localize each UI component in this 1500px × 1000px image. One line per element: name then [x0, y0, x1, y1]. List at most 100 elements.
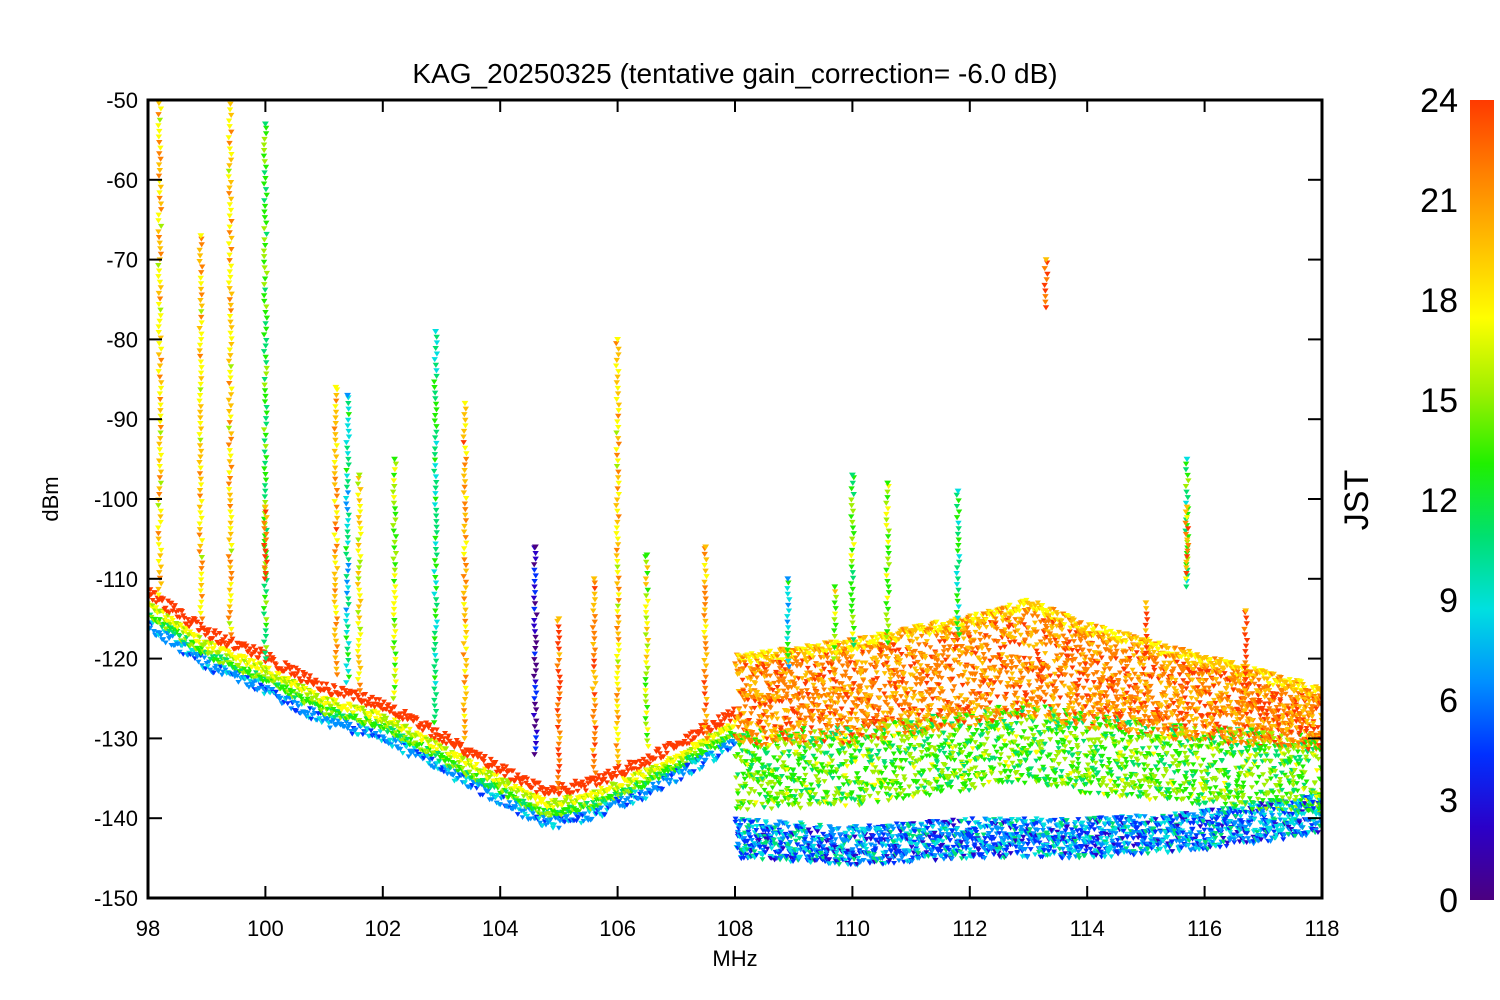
noise-floor-point	[512, 783, 519, 789]
noise-floor-point	[272, 662, 279, 668]
wideband-point	[868, 685, 875, 691]
noise-floor-point	[323, 681, 330, 687]
wideband-point	[852, 711, 859, 717]
noise-floor-point	[402, 708, 409, 714]
wideband-point	[873, 743, 880, 749]
wideband-point	[921, 785, 928, 791]
noise-floor-point	[376, 697, 383, 703]
noise-floor-point	[295, 682, 302, 688]
wideband-point	[741, 776, 748, 782]
noise-floor-point	[241, 666, 248, 672]
noise-floor-point	[352, 689, 359, 695]
wideband-point	[862, 660, 869, 666]
noise-floor-point	[172, 631, 179, 637]
noise-floor-point	[186, 624, 193, 630]
chart-title: KAG_20250325 (tentative gain_correction=…	[412, 58, 1057, 89]
wideband-point	[804, 665, 811, 671]
wideband-point	[962, 651, 969, 657]
wideband-point	[913, 636, 920, 642]
noise-floor-point	[202, 666, 209, 672]
wideband-point	[844, 664, 851, 670]
wideband-point	[915, 642, 922, 648]
noise-floor-point	[297, 694, 304, 700]
noise-floor-point	[213, 653, 220, 659]
noise-floor-point	[304, 680, 311, 686]
noise-floor-point	[503, 764, 510, 770]
wideband-point	[969, 746, 976, 752]
noise-floor-point	[242, 655, 249, 661]
noise-floor-point	[307, 673, 314, 679]
noise-floor-point	[423, 751, 430, 757]
wideband-point	[793, 788, 800, 794]
noise-floor-point	[461, 751, 468, 756]
wideband-point	[842, 803, 849, 809]
noise-floor-point	[537, 820, 544, 826]
noise-floor-point	[507, 777, 514, 783]
wideband-point	[812, 756, 819, 762]
noise-floor-point	[187, 629, 194, 635]
wideband-point	[758, 783, 765, 789]
noise-floor-point	[233, 670, 240, 676]
noise-floor-point	[206, 627, 213, 633]
noise-floor-point	[378, 702, 385, 708]
wideband-point	[951, 757, 958, 763]
noise-floor-point	[228, 652, 235, 657]
noise-floor-point	[454, 775, 461, 781]
noise-floor-point	[451, 761, 458, 766]
noise-floor-point	[391, 717, 398, 723]
noise-floor-point	[466, 769, 473, 775]
noise-floor-point	[493, 800, 500, 806]
noise-floor-point	[541, 792, 548, 798]
noise-floor-point	[397, 746, 404, 752]
wideband-point	[917, 681, 924, 687]
noise-floor-point	[204, 631, 211, 636]
wideband-point	[923, 680, 930, 686]
noise-floor-point	[284, 701, 291, 707]
noise-floor-point	[342, 703, 349, 709]
wideband-point	[761, 805, 768, 811]
noise-floor-point	[267, 651, 274, 657]
noise-floor-point	[457, 744, 464, 750]
noise-floor-point	[182, 629, 189, 635]
noise-floor-point	[383, 724, 390, 730]
noise-floor-point	[534, 801, 541, 807]
noise-floor-point	[343, 719, 350, 725]
noise-floor-point	[561, 819, 568, 825]
noise-floor-point	[291, 674, 298, 679]
noise-floor-point	[257, 662, 264, 668]
noise-floor-point	[255, 655, 262, 661]
noise-floor-point	[480, 759, 487, 764]
noise-floor-point	[372, 716, 379, 721]
noise-floor-point	[544, 808, 551, 813]
wideband-point	[739, 677, 746, 683]
noise-floor-point	[472, 766, 479, 772]
noise-floor-point	[344, 708, 351, 714]
noise-floor-point	[506, 800, 513, 806]
noise-floor-point	[195, 639, 202, 645]
wideband-point	[746, 791, 753, 797]
wideband-point	[875, 756, 882, 762]
noise-floor-point	[368, 728, 375, 734]
noise-floor-point	[210, 670, 217, 676]
noise-floor-point	[294, 671, 301, 677]
wideband-point	[808, 782, 815, 788]
noise-floor-point	[308, 716, 315, 722]
noise-floor-point	[170, 627, 177, 632]
wideband-point	[912, 773, 919, 778]
noise-floor-point	[174, 625, 181, 631]
noise-floor-point	[371, 704, 378, 710]
noise-floor-point	[715, 714, 722, 720]
noise-floor-point	[524, 776, 531, 782]
wideband-point	[887, 683, 894, 689]
noise-floor-point	[442, 730, 449, 736]
noise-floor-point	[183, 621, 190, 627]
noise-floor-point	[229, 636, 236, 642]
noise-floor-point	[166, 610, 173, 616]
noise-floor-point	[287, 667, 294, 672]
noise-floor-point	[499, 777, 506, 783]
wideband-point	[899, 766, 906, 772]
noise-floor-point	[221, 640, 228, 646]
noise-floor-point	[377, 729, 384, 735]
noise-floor-point	[362, 692, 369, 697]
noise-floor-point	[287, 687, 294, 693]
